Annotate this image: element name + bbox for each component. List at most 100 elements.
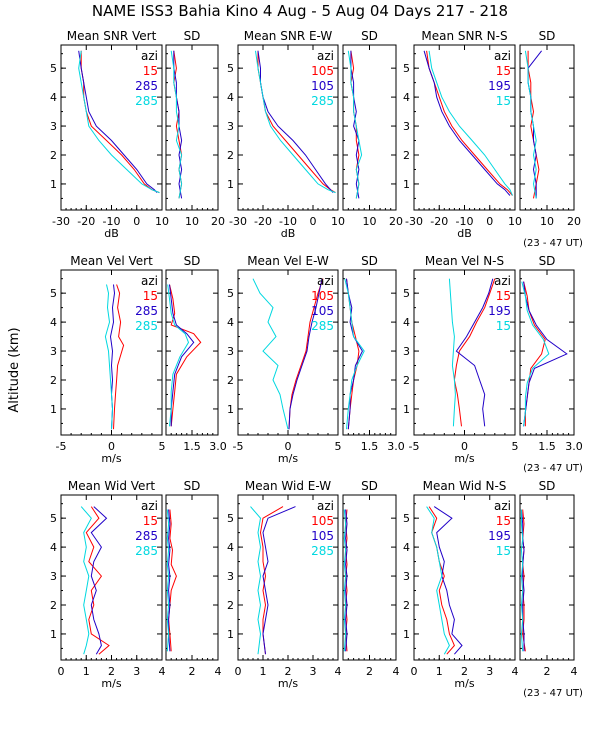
y-tick-label: 1 xyxy=(50,178,57,191)
legend-header: azi xyxy=(141,499,158,513)
panel-2: SD 10 20 xyxy=(165,29,225,228)
legend-header: azi xyxy=(317,49,334,63)
y-tick-label: 5 xyxy=(227,62,234,75)
series-line-3 xyxy=(255,50,336,194)
y-tick-label: 5 xyxy=(403,287,410,300)
series-line-3 xyxy=(166,509,170,652)
panel-title: Mean Wid E-W xyxy=(245,479,331,493)
series-line-3 xyxy=(521,281,550,427)
x-tick-label: 20 xyxy=(567,215,581,228)
x-tick-label: 1 xyxy=(260,665,267,678)
x-tick-label: 4 xyxy=(215,665,222,678)
legend-entry-2: 195 xyxy=(488,79,511,93)
legend-header: azi xyxy=(317,499,334,513)
panel-3: Mean SNR E-W-30 -20 -10 0 1012345dBazi105105… xyxy=(227,29,345,240)
x-tick-label: -10 xyxy=(103,215,121,228)
x-tick-label: 2 xyxy=(285,665,292,678)
series-line-3 xyxy=(347,50,363,199)
panel-8: SD 1.5 3.0 xyxy=(165,254,227,453)
legend-entry-1: 105 xyxy=(311,289,334,303)
panel-title: SD xyxy=(361,29,378,43)
x-tick-label: 2 xyxy=(461,665,468,678)
panel-title: Mean Vel N-S xyxy=(425,254,504,268)
series-line-2 xyxy=(78,50,158,193)
panel-title: Mean SNR N-S xyxy=(421,29,507,43)
y-tick-label: 4 xyxy=(403,541,410,554)
x-tick-label: 0 xyxy=(285,440,292,453)
series-line-1 xyxy=(169,284,202,427)
series-line-3 xyxy=(343,509,347,652)
y-tick-label: 4 xyxy=(227,541,234,554)
y-tick-label: 4 xyxy=(403,316,410,329)
panel-title: Mean Vel E-W xyxy=(247,254,329,268)
legend-entry-3: 285 xyxy=(311,319,334,333)
x-axis-label: m/s xyxy=(101,452,121,465)
x-tick-label: 0 xyxy=(58,665,65,678)
panel-14: SD 2 4 xyxy=(165,479,222,678)
panel-6: SD 10 20 xyxy=(519,29,581,228)
legend-entry-2: 285 xyxy=(135,529,158,543)
series-line-3 xyxy=(428,50,513,196)
legend-entry-1: 15 xyxy=(143,64,158,78)
series-line-2 xyxy=(90,506,108,655)
x-tick-label: 1.5 xyxy=(538,440,556,453)
legend-entry-3: 285 xyxy=(135,544,158,558)
series-line-2 xyxy=(288,278,323,430)
time-note-row3: (23 - 47 UT) xyxy=(523,688,583,699)
legend-entry-2: 105 xyxy=(311,304,334,318)
series-line-2 xyxy=(423,50,511,196)
panel-title: Mean Wid N-S xyxy=(423,479,507,493)
panel-title: SD xyxy=(539,29,556,43)
y-tick-label: 3 xyxy=(403,345,410,358)
legend-entry-3: 15 xyxy=(496,94,511,108)
y-tick-label: 2 xyxy=(403,374,410,387)
panel-title: SD xyxy=(361,254,378,268)
panel-title: Mean Wid Vert xyxy=(68,479,155,493)
y-tick-label: 5 xyxy=(403,512,410,525)
y-tick-label: 2 xyxy=(50,149,57,162)
series-line-2 xyxy=(433,506,463,655)
panel-title: SD xyxy=(184,29,201,43)
y-tick-label: 1 xyxy=(227,178,234,191)
panel-16: SD 2 4 xyxy=(342,479,400,678)
x-tick-label: -30 xyxy=(229,215,247,228)
legend-header: azi xyxy=(494,274,511,288)
y-tick-label: 2 xyxy=(227,599,234,612)
panel-grid: Mean SNR Vert-30 -20 -10 0 1012345dBazi15285… xyxy=(50,29,583,690)
x-tick-label: 0 xyxy=(108,440,115,453)
x-tick-label: 1.5 xyxy=(183,440,201,453)
y-tick-label: 1 xyxy=(227,628,234,641)
panel-frame xyxy=(342,269,397,436)
panel-frame xyxy=(519,269,575,436)
x-tick-label: -20 xyxy=(254,215,272,228)
series-line-1 xyxy=(85,506,110,655)
x-axis-label: m/s xyxy=(278,677,298,690)
legend-entry-2: 195 xyxy=(488,529,511,543)
x-tick-label: 3.0 xyxy=(209,440,227,453)
legend-entry-2: 195 xyxy=(488,304,511,318)
x-tick-label: 4 xyxy=(393,665,400,678)
x-tick-label: 0 xyxy=(133,215,140,228)
x-tick-label: -30 xyxy=(52,215,70,228)
series-line-2 xyxy=(168,509,171,652)
time-note-row2: (23 - 47 UT) xyxy=(523,463,583,474)
panel-frame xyxy=(519,494,575,661)
panel-4: SD 10 20 xyxy=(342,29,403,228)
legend-entry-3: 285 xyxy=(311,94,334,108)
y-tick-label: 3 xyxy=(227,345,234,358)
x-tick-label: 5 xyxy=(335,440,342,453)
legend-entry-1: 15 xyxy=(496,289,511,303)
series-line-3 xyxy=(78,50,160,194)
y-tick-label: 2 xyxy=(227,149,234,162)
legend-entry-1: 105 xyxy=(311,64,334,78)
series-line-3 xyxy=(170,50,183,199)
x-tick-label: 5 xyxy=(159,440,166,453)
x-tick-label: -20 xyxy=(77,215,95,228)
x-tick-label: 4 xyxy=(159,665,166,678)
x-tick-label: 10 xyxy=(363,215,377,228)
y-axis-label: Altitude (km) xyxy=(7,327,22,412)
series-line-2 xyxy=(455,278,494,427)
